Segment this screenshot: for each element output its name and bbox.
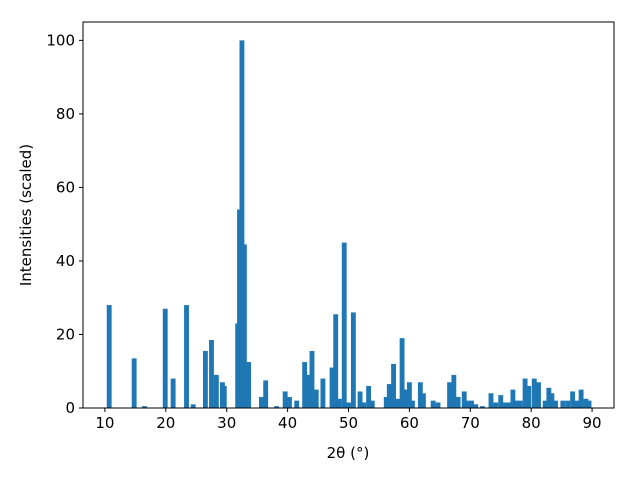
x-tick-label: 60 <box>400 414 419 432</box>
bar <box>336 398 342 408</box>
y-tick-label: 80 <box>56 105 75 123</box>
x-axis-label: 2θ (°) <box>327 444 370 462</box>
bar <box>239 40 245 408</box>
bar <box>162 308 168 408</box>
bar <box>420 393 426 408</box>
bar <box>350 312 356 408</box>
bar <box>361 402 367 408</box>
bar <box>202 351 208 408</box>
x-tick-label: 30 <box>217 414 236 432</box>
bar <box>131 358 137 408</box>
bar <box>329 367 335 408</box>
bar <box>542 400 548 408</box>
bar <box>357 391 363 408</box>
bar <box>302 362 308 408</box>
bar <box>263 380 269 408</box>
bar <box>170 378 176 408</box>
bar <box>522 378 528 408</box>
bar <box>399 338 405 408</box>
bar <box>570 391 576 408</box>
bar <box>488 393 494 408</box>
bar <box>320 378 326 408</box>
bar <box>190 404 196 408</box>
bar <box>451 374 457 408</box>
x-tick-label: 80 <box>522 414 541 432</box>
bar <box>498 395 504 408</box>
bar <box>406 382 412 408</box>
bar <box>341 242 347 408</box>
bar <box>209 339 214 408</box>
bar <box>514 400 520 408</box>
bar <box>586 400 592 408</box>
bar <box>565 400 571 408</box>
bar <box>313 389 319 408</box>
x-tick-label: 70 <box>461 414 480 432</box>
bar <box>455 396 461 408</box>
bar <box>517 400 523 408</box>
bar <box>395 398 401 408</box>
bar <box>246 362 252 408</box>
bar <box>333 314 339 408</box>
bar <box>391 363 396 408</box>
x-tick-label: 50 <box>339 414 358 432</box>
bar <box>506 402 512 408</box>
bar <box>435 402 441 408</box>
x-tick-label: 90 <box>583 414 602 432</box>
bar <box>560 400 566 408</box>
bar <box>309 351 315 408</box>
bar <box>306 374 312 408</box>
bar <box>553 400 558 408</box>
bar <box>221 385 227 408</box>
bar <box>142 406 147 408</box>
bar <box>510 389 516 408</box>
bar <box>417 382 423 408</box>
bar <box>386 384 392 408</box>
bar <box>106 305 112 408</box>
bar <box>526 385 532 408</box>
bar <box>465 400 471 408</box>
bar <box>402 389 408 408</box>
bar <box>286 396 292 408</box>
bar <box>469 400 474 408</box>
x-tick-label: 40 <box>278 414 297 432</box>
bar <box>213 374 219 408</box>
y-tick-label: 40 <box>56 252 75 270</box>
bar <box>578 389 584 408</box>
bar <box>294 400 300 408</box>
bar <box>473 404 479 408</box>
y-tick-label: 0 <box>65 399 75 417</box>
bar <box>369 400 375 408</box>
bar <box>430 400 436 408</box>
bar <box>493 402 499 408</box>
bar <box>546 387 552 408</box>
bar <box>447 382 453 408</box>
bar <box>501 402 507 408</box>
bar <box>574 400 580 408</box>
bar <box>282 391 288 408</box>
y-tick-label: 20 <box>56 325 75 343</box>
bar <box>480 406 485 408</box>
bar <box>461 391 467 408</box>
bar <box>274 406 280 408</box>
bar <box>536 382 541 408</box>
y-tick-label: 60 <box>56 178 75 196</box>
y-tick-label: 100 <box>46 31 75 49</box>
bar <box>184 305 189 408</box>
bar <box>366 385 372 408</box>
bar <box>258 396 264 408</box>
bar <box>549 393 555 408</box>
bar <box>383 396 389 408</box>
bar <box>241 244 247 408</box>
y-axis-label: Intensities (scaled) <box>17 144 35 286</box>
bar <box>583 398 589 408</box>
bar <box>346 402 351 408</box>
bar <box>531 378 537 408</box>
x-tick-label: 20 <box>156 414 175 432</box>
x-tick-label: 10 <box>95 414 114 432</box>
bar <box>410 400 415 408</box>
